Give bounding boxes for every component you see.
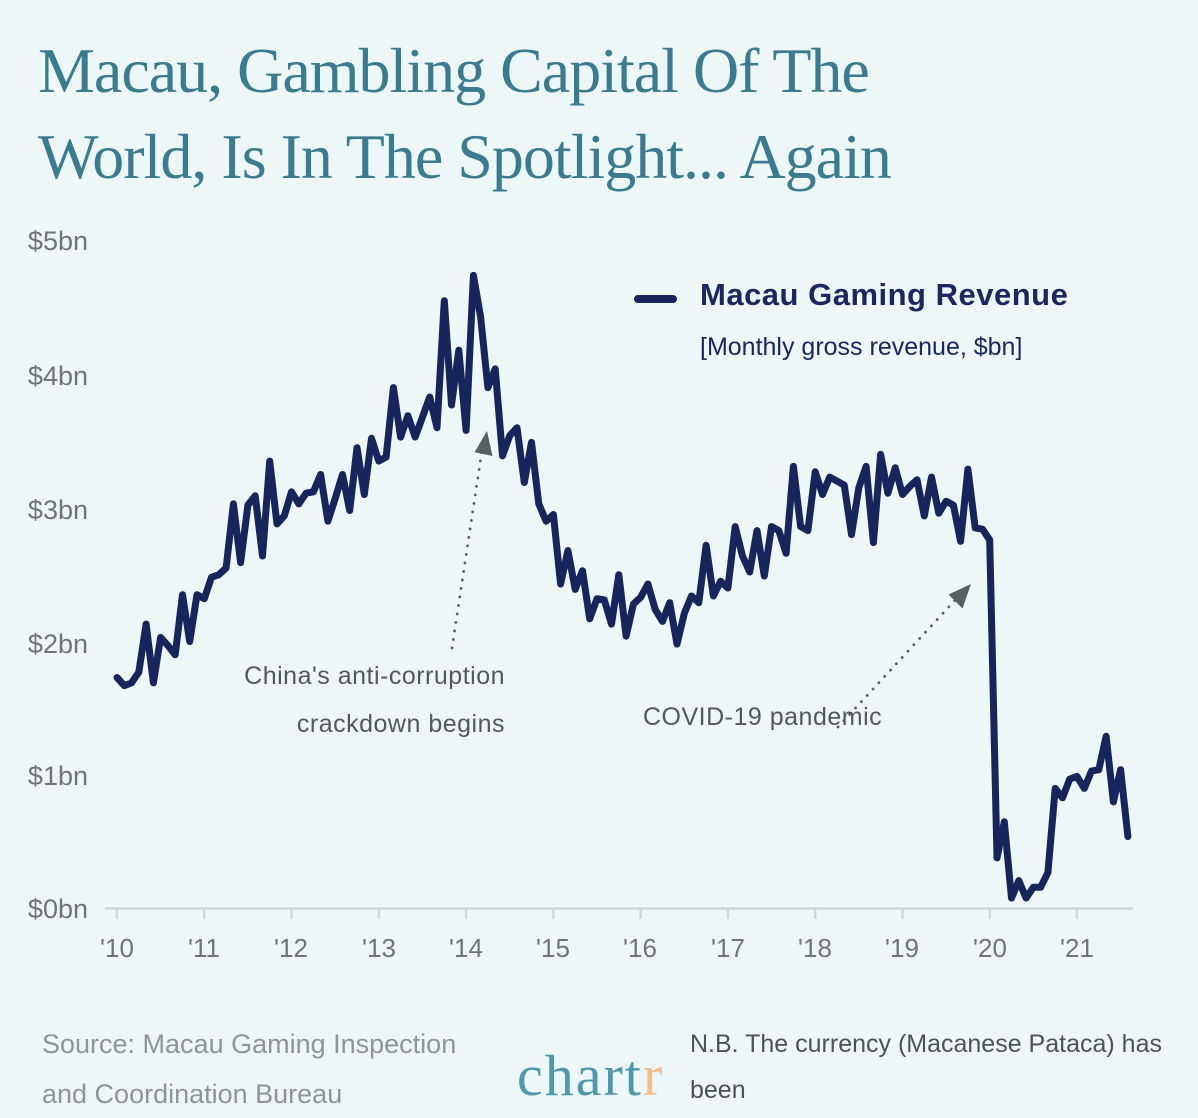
chartr-logo-orange-part: r [642,1043,665,1108]
covid-arrow-line [836,595,960,729]
x-axis-label-14: '14 [449,933,483,963]
source-attribution: Source: Macau Gaming Inspection and Coor… [42,1019,456,1118]
x-axis-label-18: '18 [798,933,832,963]
anti-corruption-arrow-line [450,442,485,650]
covid-arrowhead-icon [948,584,971,609]
y-axis-label-0bn: $0bn [27,894,88,924]
nb-line1: N.B. The currency (Macanese Pataca) has … [690,1030,1162,1104]
x-axis-label-12: '12 [274,933,308,963]
annotation-anti-corruption-line1: China's anti-corruption [244,662,505,690]
anti-corruption-arrowhead-icon [474,431,493,456]
x-axis-label-11: '11 [188,933,220,963]
y-axis-label-2bn: $2bn [27,629,88,659]
x-axis-label-13: '13 [362,933,396,963]
page-title-line2: World, Is In The Spotlight... Again [38,121,892,192]
x-axis-label-10: '10 [100,933,134,963]
legend-label: Macau Gaming Revenue [700,277,1069,312]
x-axis-label-15: '15 [536,933,570,963]
y-axis-label-5bn: $5bn [27,226,88,256]
chartr-logo-teal-part: chart [517,1043,643,1108]
annotation-anti-corruption: China's anti-corruption crackdown begins [205,652,505,748]
y-axis-label-1bn: $1bn [27,761,88,791]
y-axis-label-3bn: $3bn [27,495,88,525]
x-axis-label-17: '17 [711,933,745,963]
legend-sublabel: [Monthly gross revenue, $bn] [700,333,1023,361]
x-axis-label-19: '19 [885,933,919,963]
y-axis-label-4bn: $4bn [27,361,88,391]
x-axis-label-21: '21 [1060,933,1094,963]
nb-line2: converted to USD at the current exchange… [690,1113,1198,1118]
source-line1: Source: Macau Gaming Inspection [42,1029,457,1059]
annotation-anti-corruption-line2: crackdown begins [296,710,505,738]
x-axis-label-20: '20 [973,933,1007,963]
page-title: Macau, Gambling Capital Of The World, Is… [38,28,1178,200]
nb-currency-note: N.B. The currency (Macanese Pataca) has … [690,1021,1198,1118]
x-axis-label-16: '16 [623,933,657,963]
page-title-line1: Macau, Gambling Capital Of The [38,35,870,106]
x-axis-ticks [115,908,1079,919]
chartr-logo: chartr [517,1042,664,1109]
revenue-line-series [113,271,1132,902]
annotation-covid: COVID-19 pandemic [643,703,883,731]
source-line2: and Coordination Bureau [42,1079,343,1109]
